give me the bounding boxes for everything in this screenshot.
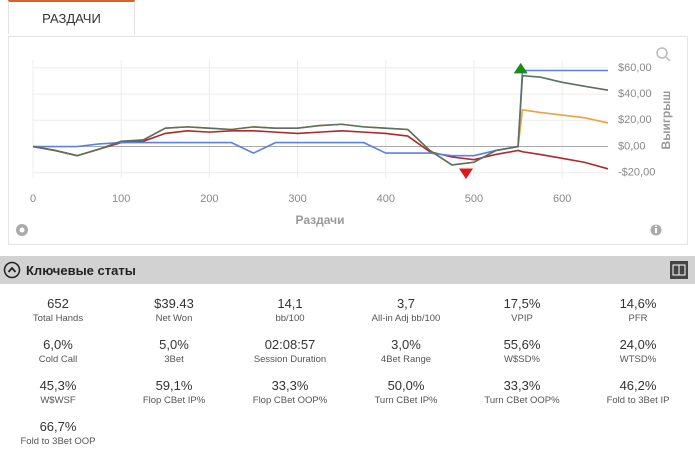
stat-label: bb/100 [275,313,305,324]
stats-title: Ключевые статы [26,263,136,278]
stat-value: 14,1 [277,296,303,311]
x-tick-label: 300 [288,193,306,205]
y-tick-label: $40,00 [618,88,652,100]
y-tick-label: $60,00 [618,62,652,74]
settings-icon[interactable] [16,224,28,236]
stats-header: Ключевые статы [0,256,695,284]
stats-grid: 652 Total Hands $39.43 Net Won 14,1 bb/100 3,7… [0,296,695,447]
stat-value: 14,6% [619,296,657,311]
stat: 14,1 bb/100 [232,296,348,324]
stat-value: 24,0% [619,337,657,352]
chart: Раздачи Выигрыш 0 100 200 300 400 500 600 -$20,… [16,47,673,236]
stat-value: 46,2% [619,378,657,393]
x-tick-label: 600 [553,193,571,205]
x-axis-title: Раздачи [296,213,345,227]
stat-label: PFR [628,313,648,324]
info-icon[interactable] [650,224,662,236]
stat: 24,0% WTSD% [580,337,695,365]
stat-label: VPIP [511,313,533,324]
stat-value: 5,0% [159,337,189,352]
stat-label: All-in Adj bb/100 [371,313,441,324]
stat: 59,1% Flop CBet IP% [116,378,232,406]
layout-icon[interactable] [670,261,688,279]
stat-value: 652 [47,296,69,311]
y-axis-title: Выигрыш [659,91,673,150]
stat-label: Flop CBet OOP% [252,395,328,406]
stat-label: 4Bet Range [380,354,432,365]
stat-label: Turn CBet IP% [374,395,438,406]
y-tick-label: $20,00 [618,114,652,126]
stat-label: Cold Call [38,354,78,365]
stat: 3,7 All-in Adj bb/100 [348,296,464,324]
chart-panel [8,36,688,245]
stat-value: 17,5% [503,296,541,311]
stat-label: 3Bet [164,354,184,365]
stat-label: WTSD% [619,354,657,365]
stat-value: 55,6% [503,337,541,352]
stat-label: Session Duration [253,354,327,365]
stat: $39.43 Net Won [116,296,232,324]
stat-label: Fold to 3Bet IP [606,395,670,406]
stat: 45,3% W$WSF [0,378,116,406]
series-line [32,108,609,166]
stat: 66,7% Fold to 3Bet OOP [0,419,116,447]
stat: 5,0% 3Bet [116,337,232,365]
stat-value: 66,7% [39,419,77,434]
stat: 33,3% Flop CBet OOP% [232,378,348,406]
stat: 02:08:57 Session Duration [232,337,348,365]
y-tick-label: $0,00 [618,140,646,152]
zoom-icon[interactable] [656,47,671,62]
stat: 6,0% Cold Call [0,337,116,365]
stat-label: Fold to 3Bet OOP [20,436,96,447]
x-tick-label: 400 [377,193,395,205]
tab[interactable]: РАЗДАЧИ [8,0,135,34]
stat-label: Net Won [155,313,193,324]
stat: 55,6% W$SD% [464,337,580,365]
x-tick-label: 0 [30,193,36,205]
stat-value: 3,0% [391,337,421,352]
stat-label: Flop CBet IP% [142,395,206,406]
stat-value: 33,3% [503,378,541,393]
stat-label: Turn CBet OOP% [484,395,560,406]
stat: 14,6% PFR [580,296,695,324]
stat: 50,0% Turn CBet IP% [348,378,464,406]
series-line [32,74,609,166]
x-tick-label: 200 [200,193,218,205]
stat-value: 02:08:57 [264,337,316,352]
x-tick-label: 500 [465,193,483,205]
stat: 17,5% VPIP [464,296,580,324]
stat: 46,2% Fold to 3Bet IP [580,378,695,406]
stat-value: 50,0% [387,378,425,393]
x-tick-label: 100 [112,193,130,205]
stat-value: 3,7 [396,296,416,311]
stat-value: 59,1% [155,378,193,393]
series-line [32,129,609,170]
stat-label: Total Hands [32,313,84,324]
stat: 33,3% Turn CBet OOP% [464,378,580,406]
stat: 652 Total Hands [0,296,116,324]
stat-value: 33,3% [271,378,309,393]
collapse-icon[interactable] [3,260,23,280]
stat-label: W$SD% [504,354,540,365]
stat-value: 45,3% [39,378,77,393]
extreme-marker [459,168,474,180]
stat-value: $39.43 [154,296,194,311]
y-tick-label: -$20,00 [618,167,655,179]
stat-value: 6,0% [43,337,73,352]
extreme-marker [513,62,528,74]
stat-label: W$WSF [40,395,76,406]
stat: 3,0% 4Bet Range [348,337,464,365]
